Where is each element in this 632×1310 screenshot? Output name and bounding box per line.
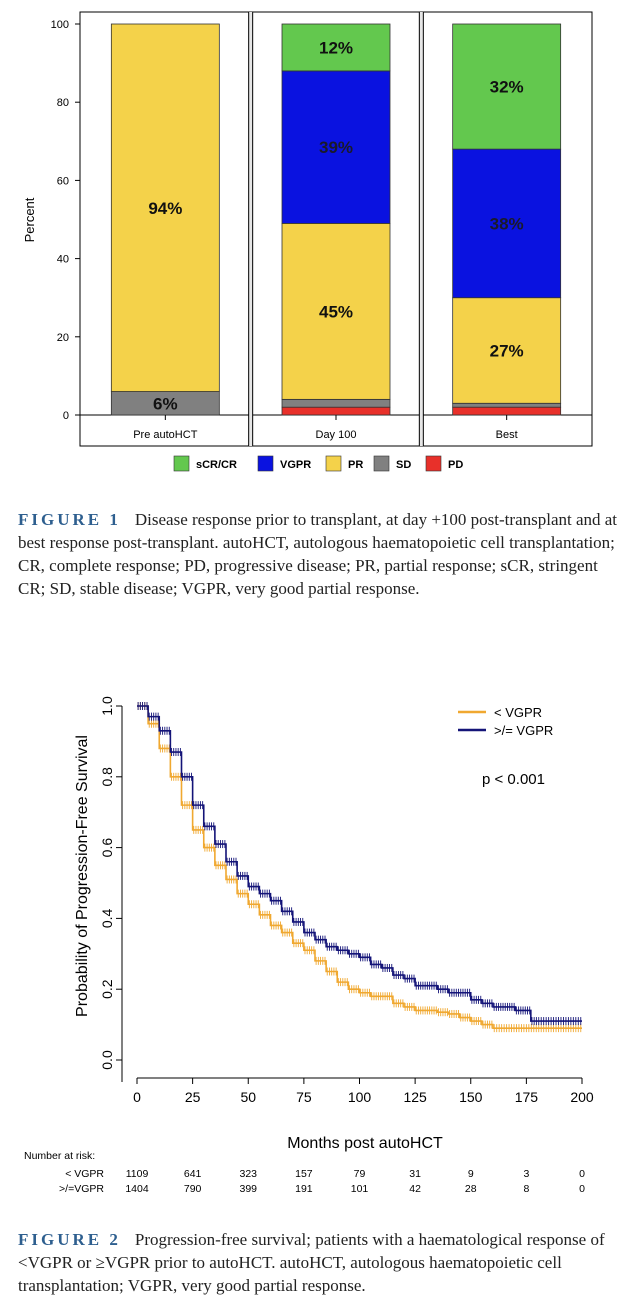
bar-segment-pd <box>452 406 562 416</box>
legend-label: sCR/CR <box>196 459 237 471</box>
x-tick-label: 200 <box>570 1089 594 1105</box>
pfs-line-chart: 0 25 50 75 100 125 150 175 200 0.0 0.2 0.4 0.6 0.8 1.… <box>24 696 594 1195</box>
response-bar-chart: 0 20 40 60 80 100 6% 94% 45% 39% 12% 27% 38% 32% Pre… <box>22 11 593 472</box>
y-axis-label: Probability of Progression-Free Survival <box>74 735 91 1017</box>
risk-count: 3 <box>523 1168 529 1180</box>
risk-count: 9 <box>468 1168 474 1180</box>
bar-segment-sd <box>452 402 562 408</box>
y-tick-label: 0.8 <box>99 767 115 787</box>
km-curve-lt-vgpr <box>137 705 582 1029</box>
y-tick-label: 0.4 <box>99 908 115 928</box>
risk-count: 1404 <box>125 1183 149 1195</box>
x-tick-label: 25 <box>185 1089 201 1105</box>
legend-swatch <box>257 455 274 472</box>
risk-count: 0 <box>579 1183 585 1195</box>
y-tick-label: 0.2 <box>99 979 115 999</box>
bar-segment-vgpr <box>281 70 391 224</box>
x-tick-label: 150 <box>459 1089 483 1105</box>
risk-count: 0 <box>579 1168 585 1180</box>
x-tick-label: 0 <box>133 1089 141 1105</box>
y-tick-label: 80 <box>57 97 69 109</box>
y-tick-label: 0 <box>63 410 69 422</box>
bar-segment-pr <box>110 23 220 392</box>
risk-row-label: < VGPR <box>65 1168 104 1180</box>
y-tick-label: 60 <box>57 175 69 187</box>
y-tick-label: 0.6 <box>99 838 115 858</box>
legend-label: PD <box>448 459 463 471</box>
p-value-text: p < 0.001 <box>482 771 545 788</box>
x-tick-label: 175 <box>515 1089 539 1105</box>
data-label: 39% <box>319 138 353 157</box>
legend-swatch <box>325 455 342 472</box>
bar-segment-pr <box>452 297 562 404</box>
x-tick-label: 75 <box>296 1089 312 1105</box>
risk-count: 42 <box>409 1183 421 1195</box>
bar-segment-scrcr <box>281 23 391 72</box>
legend-label: VGPR <box>280 459 311 471</box>
bar-segment-sd <box>281 398 391 408</box>
figure1-caption: FIGURE 1 Disease response prior to transp… <box>18 508 618 600</box>
bar-segment-scrcr <box>452 23 562 150</box>
x-tick-label: Pre autoHCT <box>133 429 197 441</box>
x-tick-label: Day 100 <box>316 429 357 441</box>
x-axis-label: Months post autoHCT <box>287 1135 443 1152</box>
risk-table-title: Number at risk: <box>24 1150 95 1162</box>
risk-count: 323 <box>239 1168 257 1180</box>
panel-gap <box>248 12 253 446</box>
y-tick-label: 40 <box>57 254 69 266</box>
data-label: 45% <box>319 302 353 321</box>
figure1-caption-text: Disease response prior to transplant, at… <box>18 510 618 598</box>
data-label: 94% <box>148 199 182 218</box>
y-axis-label: Percent <box>22 197 37 242</box>
risk-count: 399 <box>239 1183 257 1195</box>
y-tick-label: 0.0 <box>99 1050 115 1070</box>
panel-gap <box>419 12 424 446</box>
bar-segment-pd <box>281 406 391 416</box>
risk-count: 8 <box>523 1183 529 1195</box>
risk-count: 79 <box>354 1168 366 1180</box>
risk-count: 31 <box>409 1168 421 1180</box>
risk-count: 790 <box>184 1183 202 1195</box>
risk-row-label: >/=VGPR <box>59 1183 104 1195</box>
x-tick-label: 50 <box>240 1089 256 1105</box>
risk-count: 1109 <box>126 1168 149 1180</box>
risk-count: 157 <box>295 1168 313 1180</box>
legend-label: PR <box>348 459 363 471</box>
legend-swatch <box>425 455 442 472</box>
x-tick-label: Best <box>496 429 518 441</box>
risk-count: 191 <box>295 1183 313 1195</box>
y-tick-label: 20 <box>57 332 69 344</box>
data-label: 6% <box>153 394 178 413</box>
figure2-caption-text: Progression-free survival; patients with… <box>18 1230 605 1295</box>
km-curve-ge-vgpr <box>137 705 582 1022</box>
figure1-label: FIGURE 1 <box>18 510 121 529</box>
bar-segment-pr <box>281 223 391 400</box>
legend-label: < VGPR <box>494 705 542 720</box>
legend-label: SD <box>396 459 411 471</box>
legend-label: >/= VGPR <box>494 723 553 738</box>
risk-count: 101 <box>351 1183 369 1195</box>
y-tick-label: 1.0 <box>99 696 115 716</box>
data-label: 27% <box>490 341 524 360</box>
data-label: 32% <box>490 78 524 97</box>
y-tick-label: 100 <box>51 19 69 31</box>
data-label: 12% <box>319 38 353 57</box>
legend-swatch <box>173 455 190 472</box>
x-tick-label: 100 <box>348 1089 372 1105</box>
figure2-caption: FIGURE 2 Progression-free survival; patie… <box>18 1228 618 1297</box>
risk-count: 28 <box>465 1183 477 1195</box>
data-label: 38% <box>490 214 524 233</box>
risk-count: 641 <box>184 1168 202 1180</box>
figure2-label: FIGURE 2 <box>18 1230 121 1249</box>
x-tick-label: 125 <box>403 1089 427 1105</box>
legend-swatch <box>373 455 390 472</box>
